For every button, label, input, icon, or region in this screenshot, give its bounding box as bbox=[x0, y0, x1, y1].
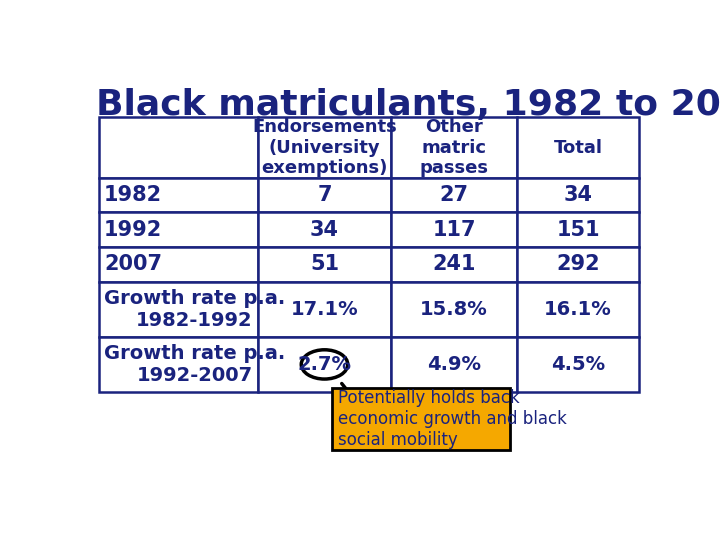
Text: 2007: 2007 bbox=[104, 254, 162, 274]
Text: 4.5%: 4.5% bbox=[551, 355, 605, 374]
Bar bbox=[390, 337, 518, 392]
Text: Total: Total bbox=[554, 139, 603, 157]
Text: 151: 151 bbox=[557, 220, 600, 240]
Bar bbox=[258, 117, 390, 178]
Text: Growth rate p.a.
1992-2007: Growth rate p.a. 1992-2007 bbox=[104, 344, 285, 385]
Text: 1992: 1992 bbox=[104, 220, 162, 240]
Bar bbox=[258, 281, 390, 337]
Text: Black matriculants, 1982 to 2007 (’000): Black matriculants, 1982 to 2007 (’000) bbox=[96, 88, 720, 122]
Text: 16.1%: 16.1% bbox=[544, 300, 612, 319]
Bar bbox=[518, 247, 639, 281]
Text: Other
matric
passes: Other matric passes bbox=[420, 118, 488, 177]
Bar bbox=[390, 212, 518, 247]
Text: 34: 34 bbox=[310, 220, 339, 240]
Bar bbox=[99, 247, 258, 281]
Bar bbox=[390, 281, 518, 337]
Text: 17.1%: 17.1% bbox=[291, 300, 359, 319]
Bar bbox=[390, 178, 518, 212]
Bar bbox=[99, 178, 258, 212]
Bar bbox=[99, 117, 258, 178]
Bar bbox=[99, 281, 258, 337]
Bar bbox=[258, 178, 390, 212]
Text: Potentially holds back
economic growth and black
social mobility: Potentially holds back economic growth a… bbox=[338, 389, 567, 449]
Text: 2.7%: 2.7% bbox=[297, 355, 351, 374]
Bar bbox=[518, 337, 639, 392]
Text: 292: 292 bbox=[557, 254, 600, 274]
Text: Growth rate p.a.
1982-1992: Growth rate p.a. 1982-1992 bbox=[104, 289, 285, 329]
Text: 241: 241 bbox=[432, 254, 476, 274]
Bar bbox=[390, 247, 518, 281]
Text: 4.9%: 4.9% bbox=[427, 355, 481, 374]
Bar bbox=[99, 212, 258, 247]
Bar bbox=[518, 212, 639, 247]
Bar bbox=[99, 337, 258, 392]
Text: 51: 51 bbox=[310, 254, 339, 274]
Text: 34: 34 bbox=[564, 185, 593, 205]
Bar bbox=[332, 388, 510, 450]
Text: 27: 27 bbox=[439, 185, 469, 205]
Bar bbox=[518, 281, 639, 337]
Text: Endorsements
(University
exemptions): Endorsements (University exemptions) bbox=[252, 118, 397, 177]
Bar bbox=[518, 117, 639, 178]
Bar bbox=[258, 247, 390, 281]
Text: 1982: 1982 bbox=[104, 185, 162, 205]
Bar bbox=[258, 212, 390, 247]
Bar bbox=[390, 117, 518, 178]
Text: 15.8%: 15.8% bbox=[420, 300, 488, 319]
Ellipse shape bbox=[301, 350, 348, 379]
Bar bbox=[518, 178, 639, 212]
Bar bbox=[258, 337, 390, 392]
Text: 7: 7 bbox=[318, 185, 332, 205]
Text: 117: 117 bbox=[432, 220, 476, 240]
